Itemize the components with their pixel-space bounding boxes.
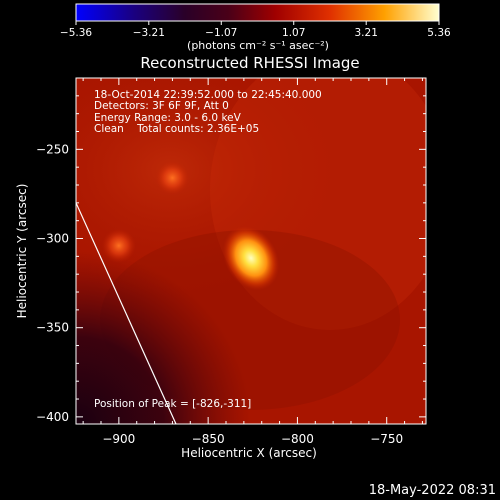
emission-source <box>155 160 190 195</box>
x-tick-label: −900 <box>102 432 135 446</box>
peak-position-label: Position of Peak = [-826,-311] <box>94 398 251 410</box>
peak-source <box>222 225 280 291</box>
y-tick-label: −350 <box>36 321 69 335</box>
y-tick-label: −300 <box>36 232 69 246</box>
footer-timestamp: 18-May-2022 08:31 <box>369 483 496 498</box>
colorbar-tick-label: 3.21 <box>355 27 378 39</box>
colorbar-tick-label: −5.36 <box>60 27 92 39</box>
x-tick-label: −750 <box>370 432 403 446</box>
annotation-time-range: 18-Oct-2014 22:39:52.000 to 22:45:40.000 <box>94 89 322 101</box>
colorbar-tick-label: −1.07 <box>205 27 237 39</box>
x-tick-label: −850 <box>192 432 225 446</box>
emission-source <box>101 228 136 263</box>
y-axis: −250 −300 −350 −400 <box>36 77 426 424</box>
y-axis-label: Heliocentric Y (arcsec) <box>15 184 29 319</box>
x-axis: −900 −850 −800 −750 <box>82 78 423 446</box>
heatmap-image <box>76 78 426 424</box>
annotation-total-counts: Clean Total counts: 2.36E+05 <box>94 123 259 135</box>
annotation-block: 18-Oct-2014 22:39:52.000 to 22:45:40.000… <box>94 89 322 135</box>
x-axis-label: Heliocentric X (arcsec) <box>181 446 317 460</box>
colorbar-tick-label: 1.07 <box>282 27 305 39</box>
chart-title: Reconstructed RHESSI Image <box>140 54 359 72</box>
plot-frame <box>75 77 427 425</box>
colorbar-ticks: −5.36 −3.21 −1.07 1.07 3.21 5.36 <box>60 21 451 39</box>
solar-limb-line <box>76 202 177 424</box>
annotation-detectors: Detectors: 3F 6F 9F, Att 0 <box>94 100 229 112</box>
y-tick-label: −250 <box>36 142 69 156</box>
colorbar <box>75 3 440 22</box>
colorbar-tick-label: −3.21 <box>133 27 165 39</box>
annotation-energy-range: Energy Range: 3.0 - 6.0 keV <box>94 112 242 124</box>
colorbar-unit-label: (photons cm⁻² s⁻¹ asec⁻²) <box>187 39 329 52</box>
colorbar-tick-label: 5.36 <box>427 27 451 39</box>
x-tick-label: −800 <box>281 432 314 446</box>
y-tick-label: −400 <box>36 410 69 424</box>
emission-sources <box>101 160 280 291</box>
